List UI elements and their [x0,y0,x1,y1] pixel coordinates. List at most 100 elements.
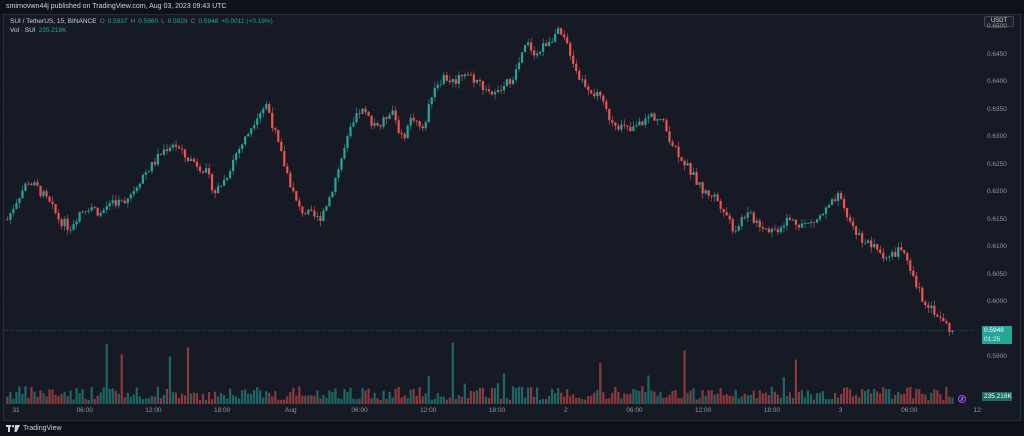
volume-bar [532,396,536,404]
candle-body [289,173,292,188]
candle-body [701,182,704,194]
volume-bar [6,396,9,404]
volume-bar [647,375,650,404]
candle-body [620,124,623,130]
volume-bar [566,389,569,404]
candle-body [12,208,15,214]
candle-body [244,136,247,145]
candle-body [614,122,617,126]
volume-bar [626,394,629,404]
candle-body [641,121,644,125]
candle-body [833,199,837,202]
volume-bar [286,396,289,404]
volume-bar [150,396,153,404]
price-tick-label: 0.6350 [987,105,1007,113]
volume-bar [704,395,707,404]
volume-bar [897,392,900,404]
candle-body [572,55,575,64]
candle-body [469,74,472,76]
volume-bar [39,390,42,404]
candle-body [367,111,370,116]
candle-body [177,146,181,149]
candle-body [322,210,325,221]
candle-body [406,125,409,139]
candle-body [304,213,307,215]
candle-body [710,195,713,197]
volume-bar [918,389,921,404]
candle-body [743,217,746,218]
candle-body [418,121,421,127]
volume-bar [767,395,770,404]
price-tick-label: 0.6150 [987,215,1007,223]
candle-body [836,193,840,202]
candle-body [198,166,202,172]
candle-body [352,122,355,127]
candle-body [460,75,463,77]
volume-bar [12,398,15,404]
volume-bar [301,395,304,404]
change-value: +0.0011 (+0.19%) [221,18,273,25]
volume-bar [232,394,235,404]
volume-bar [277,399,280,404]
volume-bar [96,395,99,404]
volume-label[interactable]: Vol · SUI [10,27,36,34]
volume-bar [307,395,310,404]
volume-bar [216,396,220,404]
volume-bar [864,391,867,404]
volume-bar [939,394,942,404]
candle-body [283,151,286,167]
candle-body [108,203,111,207]
currency-button[interactable]: USDT [984,16,1014,27]
volume-bar [400,397,403,404]
candle-body [394,110,397,121]
volume-bar [557,388,560,404]
volume-bar [469,390,472,404]
volume-bar [572,394,575,404]
volume-bar [560,392,563,404]
volume-bar [623,393,626,404]
candle-body [918,287,921,289]
candle-body [779,227,782,233]
candle-body [599,92,602,96]
candlestick-plot[interactable] [4,16,976,404]
candle-body [638,121,641,126]
candle-body [319,216,322,221]
volume-bar [716,393,719,404]
candle-body [797,224,801,228]
candle-body [924,301,927,306]
candle-body [286,166,289,174]
volume-bar [812,399,816,404]
volume-value: 235.218K [38,27,67,34]
symbol-label[interactable]: SUI / TetherUS, 15, BINANCE [10,18,97,25]
volume-bar [788,392,791,404]
candle-body [379,125,382,127]
volume-bar [460,396,463,404]
chart-legend: SUI / TetherUS, 15, BINANCE O 0.5937 H 0.5… [10,17,273,35]
volume-bar [839,394,843,404]
volume-bar [517,386,521,404]
volume-bar [457,395,460,404]
candle-body [876,244,879,250]
candle-body [891,252,894,257]
volume-bar [484,396,488,404]
volume-bar [343,388,346,404]
candle-body [75,221,78,225]
candle-body [569,43,572,56]
volume-bar [842,387,846,404]
candle-body [653,113,656,121]
time-axis[interactable]: 31 06:00 12:00 18:00 Aug 06:00 12:00 18:00 2 06:0… [4,404,982,420]
bolt-icon[interactable] [958,395,966,403]
volume-bar [229,388,232,404]
volume-bar [373,392,376,404]
candle-body [538,51,542,54]
candle-body [69,229,72,231]
candle-body [716,194,719,201]
time-tick-label: 12:00 [695,407,712,414]
price-axis[interactable]: 0.6500 0.6450 0.6400 0.6350 0.6300 0.6250 0.62… [977,16,1021,404]
volume-bar [752,390,755,404]
volume-bar [487,398,491,404]
candle-body [864,242,867,244]
candle-body [839,193,843,199]
volume-bar [936,390,939,404]
candle-body [930,305,933,308]
